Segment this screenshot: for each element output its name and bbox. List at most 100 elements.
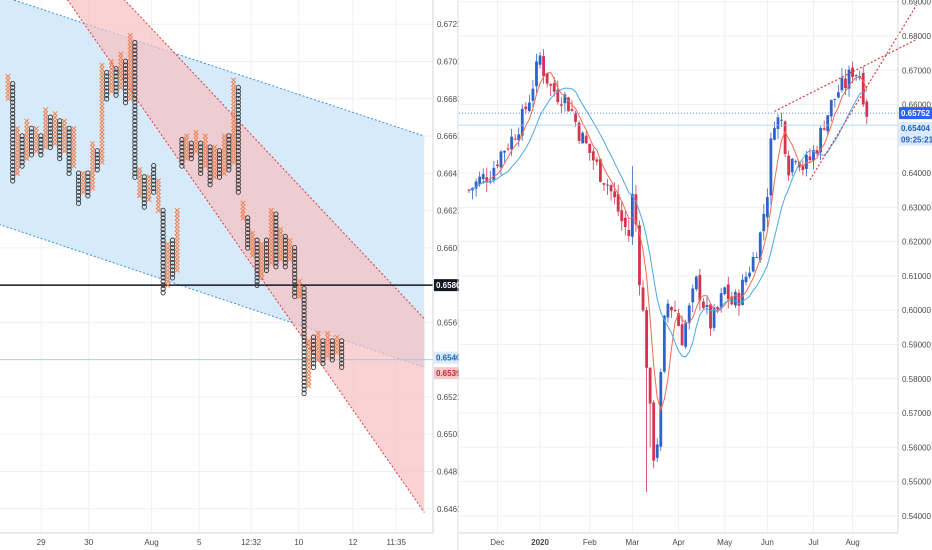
info-tag-label: 09:25:21 — [901, 136, 932, 145]
pnf-o-mark — [151, 166, 157, 173]
pnf-o-mark — [75, 189, 82, 195]
pnf-o-mark — [207, 159, 213, 165]
pnf-o-mark — [28, 148, 35, 154]
pnf-o-mark — [235, 110, 241, 117]
left-pnf-chart[interactable]: 0.67200 0.67000 0.66800 0.66600 0.66400 0.662… — [0, 0, 466, 547]
candle-body — [765, 197, 769, 218]
pnf-o-mark — [235, 181, 241, 188]
pnf-x-mark — [99, 62, 105, 68]
pnf-o-mark — [207, 174, 213, 180]
pnf-o-mark — [179, 136, 185, 143]
pnf-o-mark — [57, 118, 63, 124]
pnf-o-mark — [169, 241, 176, 247]
pnf-o-mark — [160, 248, 166, 255]
pnf-o-mark — [179, 140, 185, 147]
pnf-o-mark — [301, 315, 307, 322]
pnf-o-mark — [85, 189, 91, 195]
pnf-o-mark — [273, 241, 279, 247]
pnf-x-tick-label: 12:32 — [241, 538, 262, 547]
candle-body — [829, 99, 833, 117]
pnf-o-mark — [179, 163, 185, 169]
pnf-o-mark — [292, 278, 298, 285]
pnf-o-mark — [320, 349, 326, 356]
pnf-o-mark — [329, 338, 335, 344]
pnf-o-mark — [282, 241, 288, 247]
pnf-o-mark — [94, 163, 100, 169]
pnf-o-mark — [38, 140, 44, 147]
pnf-o-mark — [10, 166, 16, 173]
pnf-o-mark — [301, 300, 307, 307]
pnf-o-mark — [216, 148, 223, 154]
candle-body — [812, 150, 815, 161]
pnf-o-mark — [235, 118, 241, 124]
right-candlestick-chart[interactable]: 0.690000.680000.670000.660000.650000.640… — [457, 0, 932, 550]
pnf-o-mark — [28, 125, 35, 132]
pnf-o-mark — [141, 204, 147, 210]
candle-body — [645, 310, 648, 368]
pnf-y-tick-label: 0.65200 — [437, 393, 466, 402]
ma-slow-line — [468, 87, 867, 358]
pnf-o-mark — [132, 170, 138, 177]
pnf-o-mark — [292, 245, 298, 251]
pnf-o-mark — [301, 289, 307, 296]
pnf-o-mark — [28, 133, 35, 139]
candle-body — [694, 276, 698, 290]
pnf-o-mark — [235, 92, 241, 98]
pnf-o-mark — [339, 356, 345, 363]
pnf-o-mark — [132, 107, 138, 113]
pnf-o-mark — [292, 263, 298, 270]
candle-body — [794, 161, 798, 163]
pnf-o-mark — [19, 148, 25, 154]
candle-x-tick-label: May — [717, 538, 732, 547]
pnf-o-mark — [235, 189, 241, 195]
pnf-o-mark — [301, 349, 307, 356]
candle-body — [801, 165, 805, 171]
pnf-o-mark — [310, 353, 317, 359]
pnf-x-mark — [230, 77, 237, 83]
pnf-o-mark — [226, 159, 232, 165]
pnf-o-mark — [235, 103, 241, 110]
pnf-o-mark — [132, 69, 138, 76]
pnf-o-mark — [132, 73, 138, 80]
pnf-o-mark — [66, 133, 72, 139]
pnf-o-mark — [151, 163, 157, 169]
candle-body — [851, 67, 854, 78]
pnf-o-mark — [179, 144, 185, 151]
pnf-o-mark — [132, 163, 138, 169]
pnf-o-mark — [57, 140, 63, 147]
pnf-o-mark — [122, 81, 129, 87]
pnf-o-mark — [235, 148, 241, 154]
candle-body — [670, 306, 673, 311]
pnf-o-mark — [10, 144, 16, 151]
pnf-o-mark — [85, 177, 91, 184]
pnf-o-mark — [141, 189, 147, 195]
candle-body — [559, 104, 563, 106]
pnf-o-mark — [339, 353, 345, 359]
candle-y-tick-label: 0.66000 — [902, 101, 931, 110]
pnf-o-mark — [132, 140, 138, 147]
pnf-o-mark — [339, 360, 345, 367]
candle-body — [623, 217, 627, 228]
pnf-o-mark — [179, 155, 185, 162]
pnf-o-mark — [254, 245, 260, 251]
pnf-o-mark — [19, 144, 25, 151]
pnf-o-mark — [113, 69, 119, 76]
pnf-o-mark — [75, 177, 82, 184]
pnf-o-mark — [245, 226, 251, 233]
pnf-o-mark — [245, 233, 251, 240]
pnf-x-mark — [212, 144, 218, 150]
pnf-o-mark — [235, 122, 241, 128]
pnf-o-mark — [226, 148, 232, 154]
candle-body — [602, 183, 606, 185]
pnf-o-mark — [132, 81, 138, 87]
pnf-o-mark — [10, 174, 16, 180]
pnf-o-mark — [160, 289, 166, 296]
pnf-x-mark — [5, 73, 11, 80]
pnf-o-mark — [292, 248, 298, 255]
candle-body — [833, 98, 837, 100]
pnf-o-mark — [10, 148, 16, 154]
pnf-o-mark — [292, 271, 298, 277]
candle-body — [787, 155, 791, 176]
pnf-o-mark — [282, 259, 288, 266]
pnf-o-mark — [301, 356, 307, 363]
